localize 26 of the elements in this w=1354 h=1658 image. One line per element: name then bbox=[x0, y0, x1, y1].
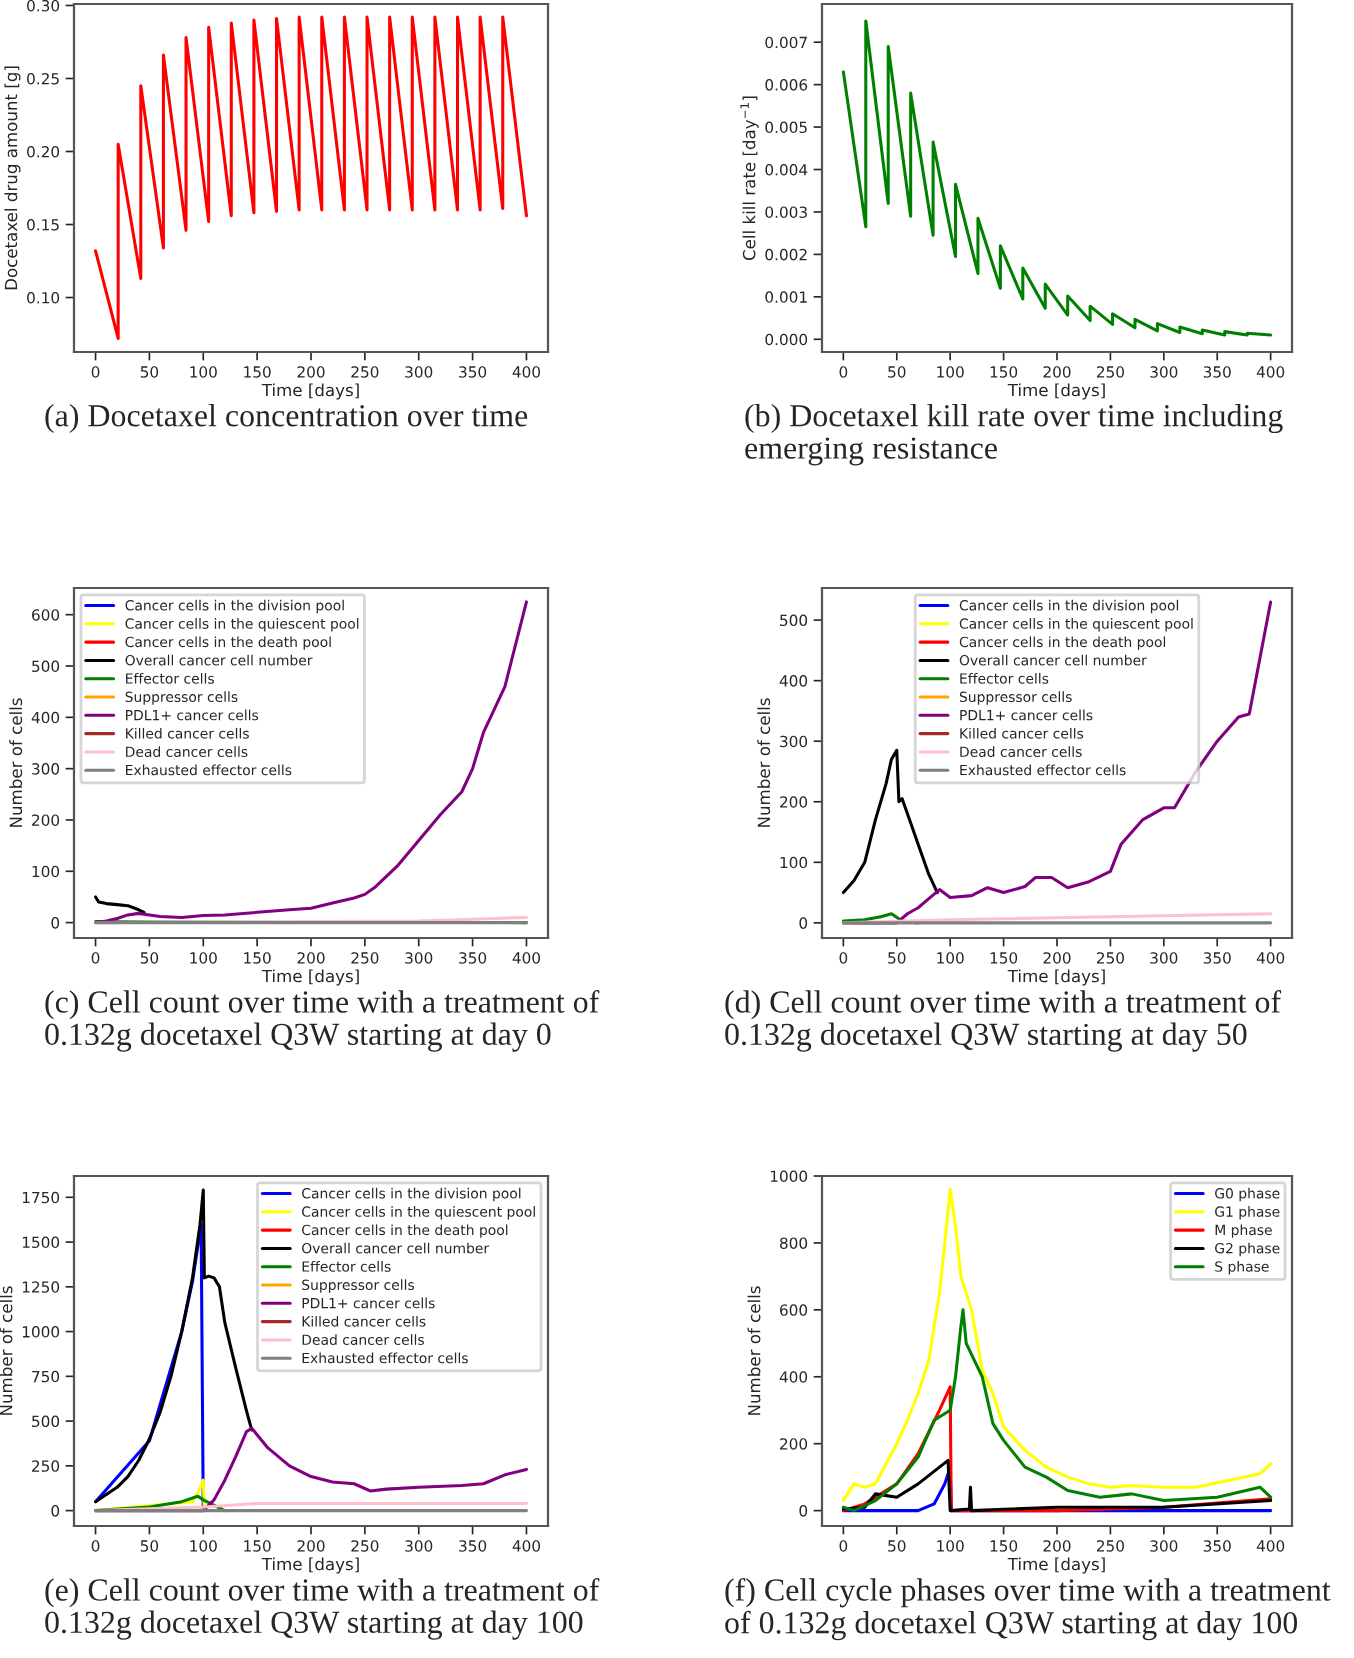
text: (d) Cell count over time with a treatment of 0.132g docetaxel Q3W starting at day 50 bbox=[725, 990, 1282, 1052]
line-series bbox=[841, 19, 1273, 337]
x-axis-title: Time [days] bbox=[261, 1557, 359, 1574]
x-axis-title: Time [days] bbox=[1007, 1557, 1105, 1574]
x-axis-title: Time [days] bbox=[1007, 969, 1105, 986]
x-axis-title: Time [days] bbox=[1007, 383, 1105, 400]
x-axis-title: Time [days] bbox=[261, 969, 359, 986]
y-axis-title: Number of cells bbox=[0, 1286, 13, 1415]
line-series bbox=[841, 748, 939, 895]
line-series bbox=[841, 1308, 1273, 1513]
line-series bbox=[841, 1385, 1273, 1513]
y-axis-title: Cell kill rate [day$^{−1}$] bbox=[740, 96, 759, 261]
line-series bbox=[94, 15, 528, 340]
y-axis-title: Number of cells bbox=[757, 698, 771, 827]
y-axis-title: Docetaxel drug amount [g] bbox=[4, 66, 21, 290]
text: (f) Cell cycle phases over time with a treatment of 0.132g docetaxel Q3W starting at day 100 bbox=[725, 1578, 1331, 1641]
line-series bbox=[94, 1188, 254, 1504]
text: (a) Docetaxel concentration over time bbox=[45, 404, 528, 433]
line-series bbox=[94, 600, 528, 925]
y-axis-title: Number of cells bbox=[9, 698, 23, 827]
line-series bbox=[94, 895, 146, 914]
text: (b) Docetaxel kill rate over time including emerging resistance bbox=[745, 404, 1283, 466]
text: (c) Cell count over time with a treatment of 0.132g docetaxel Q3W starting at day 0 bbox=[45, 990, 600, 1052]
y-axis-title: Number of cells bbox=[747, 1286, 761, 1415]
x-axis-title: Time [days] bbox=[261, 383, 359, 400]
text: (e) Cell count over time with a treatment of 0.132g docetaxel Q3W starting at day 100 bbox=[45, 1578, 600, 1640]
